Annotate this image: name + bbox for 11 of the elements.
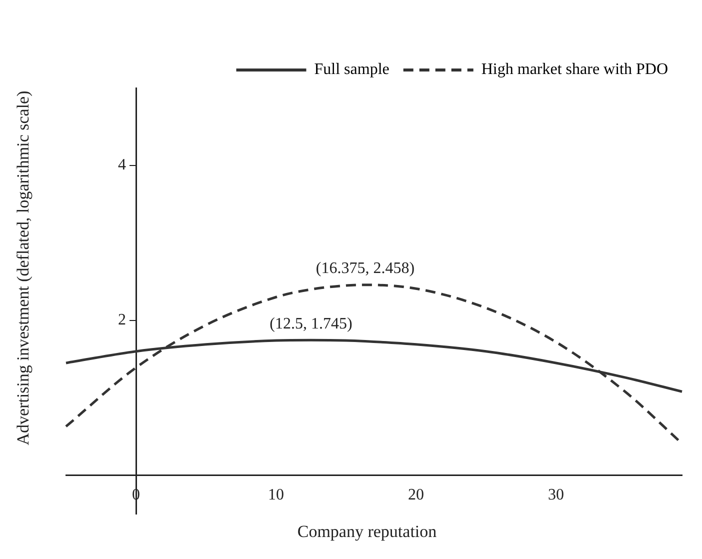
legend-label: High market share with PDO [481,61,668,78]
x-tick-label: 10 [268,486,284,504]
legend-label: Full sample [314,61,390,78]
x-axis-title: Company reputation [296,522,438,542]
x-tick-label: 20 [408,486,424,504]
y-tick-label: 4 [118,156,126,174]
y-axis-title: Advertising investment (deflated, logarithmic scale) [13,90,33,446]
annotation: (16.375, 2.458) [316,260,415,278]
annotation: (12.5, 1.745) [270,315,352,332]
y-tick-label: 2 [118,312,126,329]
x-tick-label: 30 [548,486,564,504]
